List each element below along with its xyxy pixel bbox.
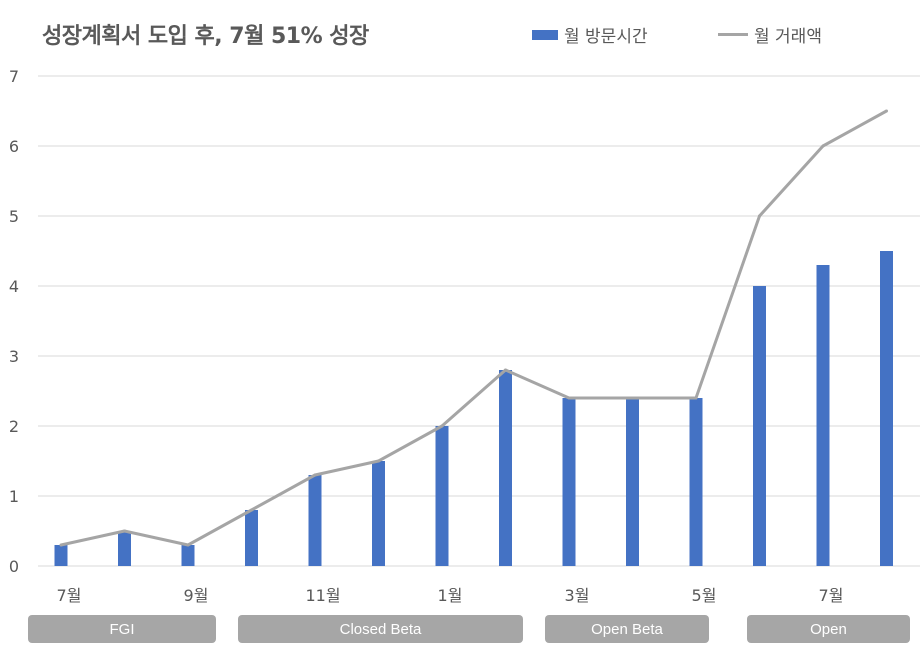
x-tick-label: 1월 (438, 586, 463, 605)
legend-bar-label: 월 방문시간 (564, 27, 648, 47)
legend-bar-swatch (532, 29, 558, 40)
bar (753, 286, 766, 566)
legend-item-bar: 월 방문시간 (532, 22, 648, 47)
bar (562, 398, 576, 566)
x-tick-label: 11월 (305, 586, 340, 605)
phase-closed-beta: Closed Beta (238, 615, 523, 643)
line-point (377, 459, 380, 463)
line-point (821, 144, 825, 148)
y-tick-label: 0 (9, 557, 19, 576)
line-point (567, 396, 571, 400)
bar (308, 475, 322, 566)
bar (816, 265, 830, 566)
line-point (631, 396, 634, 400)
chart-area: 0 1 2 3 4 5 6 7 7월 9월 11월 1월 3월 5월 7월 (9, 67, 920, 605)
chart-title: 성장계획서 도입 후, 7월 51% 성장 (42, 24, 369, 49)
bar (435, 426, 449, 566)
line-point (885, 109, 888, 113)
phase-open: Open (747, 615, 910, 643)
y-tick-label: 2 (9, 417, 19, 436)
bar (689, 398, 703, 566)
phase-row: FGI Closed Beta Open Beta Open (0, 615, 920, 645)
phase-open-beta: Open Beta (545, 615, 709, 643)
x-tick-label: 3월 (565, 586, 590, 605)
bar (880, 251, 893, 566)
y-tick-label: 3 (9, 347, 19, 366)
bar (118, 531, 131, 566)
line-point (504, 368, 507, 372)
x-tick-label: 9월 (184, 586, 209, 605)
legend-line-swatch (718, 33, 748, 36)
line-point (440, 424, 444, 428)
x-tick-label: 7월 (819, 586, 844, 605)
y-tick-label: 4 (9, 277, 19, 296)
legend-line-label: 월 거래액 (754, 27, 822, 47)
line-point (186, 543, 190, 547)
line-point (694, 396, 698, 400)
line-point (250, 508, 253, 512)
y-tick-label: 5 (9, 207, 19, 226)
line-point (123, 529, 126, 533)
legend-item-line: 월 거래액 (718, 22, 822, 47)
bar (245, 510, 258, 566)
bar (626, 398, 639, 566)
line-point (758, 214, 761, 218)
bar (499, 370, 512, 566)
y-tick-label: 6 (9, 137, 19, 156)
phase-fgi: FGI (28, 615, 216, 643)
y-tick-label: 7 (9, 67, 19, 86)
bar (54, 545, 68, 566)
bar (181, 545, 195, 566)
line-point (59, 543, 63, 547)
x-tick-label: 5월 (692, 586, 717, 605)
line-point (313, 473, 317, 477)
line-series (60, 109, 888, 547)
y-tick-label: 1 (9, 487, 19, 506)
bar (372, 461, 385, 566)
x-tick-label: 7월 (57, 586, 82, 605)
